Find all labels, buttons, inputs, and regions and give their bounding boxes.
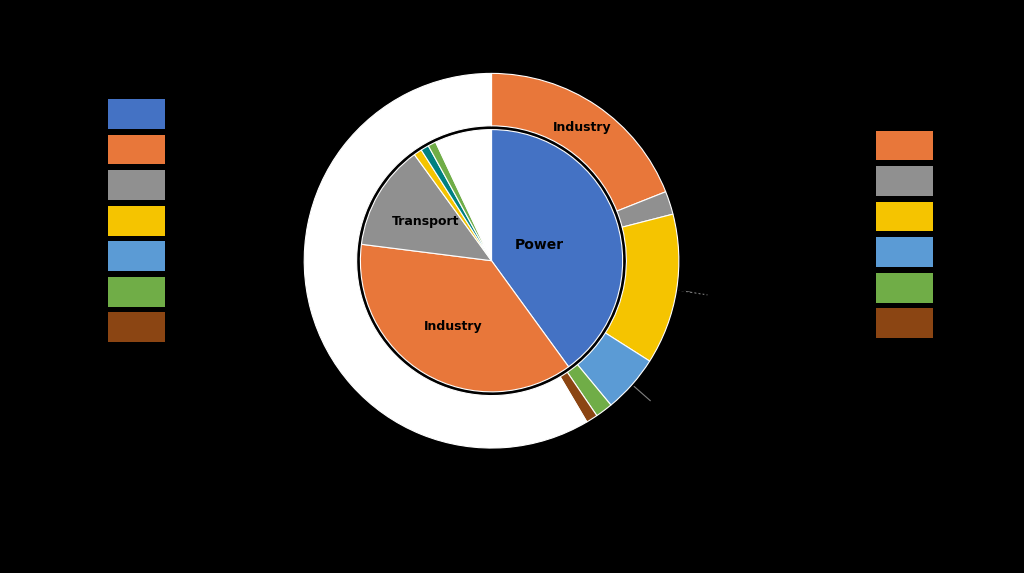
Wedge shape: [428, 142, 492, 261]
Text: The emissions profile above excludes estimated hydrofluorocarbons (HFCs) emissio: The emissions profile above excludes est…: [112, 492, 912, 505]
Text: accordance with the United Nations Framework Convention on Climate Change (UNFCC: accordance with the United Nations Frame…: [100, 527, 924, 540]
Wedge shape: [360, 244, 568, 392]
Wedge shape: [492, 73, 666, 211]
Text: Transport: Transport: [392, 215, 460, 229]
Wedge shape: [435, 129, 492, 261]
Text: Power: Power: [514, 238, 563, 252]
Wedge shape: [304, 73, 587, 448]
Text: Industry: Industry: [553, 121, 611, 134]
Wedge shape: [361, 155, 492, 261]
Wedge shape: [616, 192, 673, 227]
Text: Air-conditioning (RAC) sector in 2021. When more robust estimates are establishe: Air-conditioning (RAC) sector in 2021. W…: [120, 509, 904, 523]
Text: Industry: Industry: [424, 320, 482, 333]
Wedge shape: [492, 129, 623, 367]
Wedge shape: [605, 214, 679, 361]
Text: (IPCC) guidelines on continual improvement of national GHG inventories.: (IPCC) guidelines on continual improveme…: [296, 544, 728, 557]
Wedge shape: [421, 146, 492, 261]
Wedge shape: [415, 150, 492, 261]
Wedge shape: [578, 333, 649, 405]
Text: Buildings: Buildings: [678, 289, 742, 302]
Wedge shape: [560, 372, 597, 422]
Wedge shape: [567, 364, 611, 415]
Text: Household: Household: [628, 386, 698, 418]
